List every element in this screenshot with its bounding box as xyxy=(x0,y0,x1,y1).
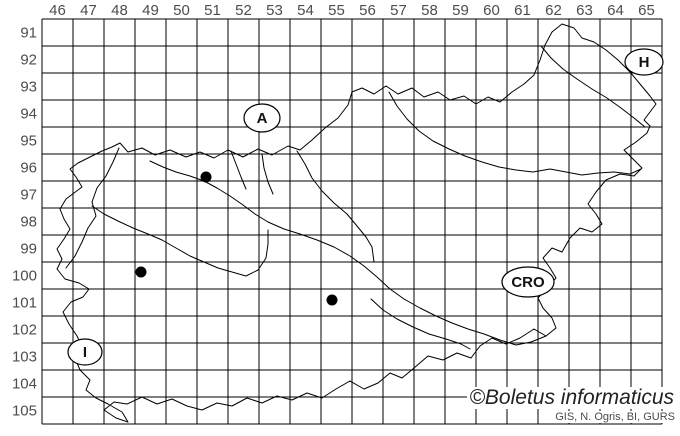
grid-column-label: 60 xyxy=(483,2,500,19)
country-label-cro: CRO xyxy=(511,274,545,291)
grid-row-label: 93 xyxy=(20,79,37,96)
grid-column-label: 52 xyxy=(235,2,252,19)
grid-row-label: 91 xyxy=(20,25,37,42)
grid-column-label: 49 xyxy=(142,2,159,19)
country-label-ellipse xyxy=(624,48,664,76)
river-line xyxy=(230,150,247,190)
grid-row-label: 98 xyxy=(20,214,37,231)
credits-text: GIS, N. Ogris, BI, GURS xyxy=(554,411,676,423)
copyright-watermark: ©Boletus informaticus xyxy=(467,386,676,409)
grid-column-label: 50 xyxy=(173,2,190,19)
country-label-h: H xyxy=(639,54,650,71)
river-line xyxy=(540,45,646,128)
grid-row-label: 103 xyxy=(12,349,37,366)
country-label-ellipse xyxy=(243,103,281,133)
grid-row-label: 95 xyxy=(20,133,37,150)
grid-column-label: 59 xyxy=(452,2,469,19)
grid-column-label: 62 xyxy=(545,2,562,19)
occurrence-dot xyxy=(200,171,212,183)
occurrence-dot xyxy=(326,294,338,306)
grid-column-label: 46 xyxy=(49,2,66,19)
grid-column-label: 65 xyxy=(638,2,655,19)
country-label-ellipse xyxy=(501,266,555,298)
grid-column-label: 56 xyxy=(359,2,376,19)
grid-column-label: 54 xyxy=(297,2,314,19)
grid-column-label: 48 xyxy=(111,2,128,19)
river-line xyxy=(388,91,642,176)
grid-row-label: 101 xyxy=(12,295,37,312)
river-line xyxy=(296,150,375,263)
grid-column-label: 55 xyxy=(328,2,345,19)
river-line xyxy=(370,298,471,350)
country-label-ellipse xyxy=(67,338,103,366)
grid-column-label: 58 xyxy=(421,2,438,19)
grid-column-label: 53 xyxy=(266,2,283,19)
grid-column-label: 57 xyxy=(390,2,407,19)
grid-row-label: 102 xyxy=(12,322,37,339)
country-label-a: A xyxy=(257,110,268,127)
grid-row-label: 92 xyxy=(20,52,37,69)
river-line xyxy=(267,221,547,346)
river-line xyxy=(261,153,274,195)
grid-column-label: 51 xyxy=(204,2,221,19)
grid-row-label: 100 xyxy=(12,268,37,285)
grid-row-label: 94 xyxy=(20,106,37,123)
river-line xyxy=(161,229,269,277)
grid-row-label: 96 xyxy=(20,160,37,177)
grid-column-label: 61 xyxy=(514,2,531,19)
grid-column-label: 64 xyxy=(607,2,624,19)
country-border-outline xyxy=(56,23,657,423)
river-line xyxy=(65,147,120,269)
grid-row-label: 104 xyxy=(12,376,37,393)
occurrence-dot xyxy=(135,266,147,278)
grid-column-label: 63 xyxy=(576,2,593,19)
country-label-i: I xyxy=(83,344,87,361)
grid-row-label: 105 xyxy=(12,403,37,420)
grid-column-label: 47 xyxy=(80,2,97,19)
river-line xyxy=(149,160,269,223)
grid-row-label: 99 xyxy=(20,241,37,258)
grid-row-label: 97 xyxy=(20,187,37,204)
river-line xyxy=(91,205,163,241)
